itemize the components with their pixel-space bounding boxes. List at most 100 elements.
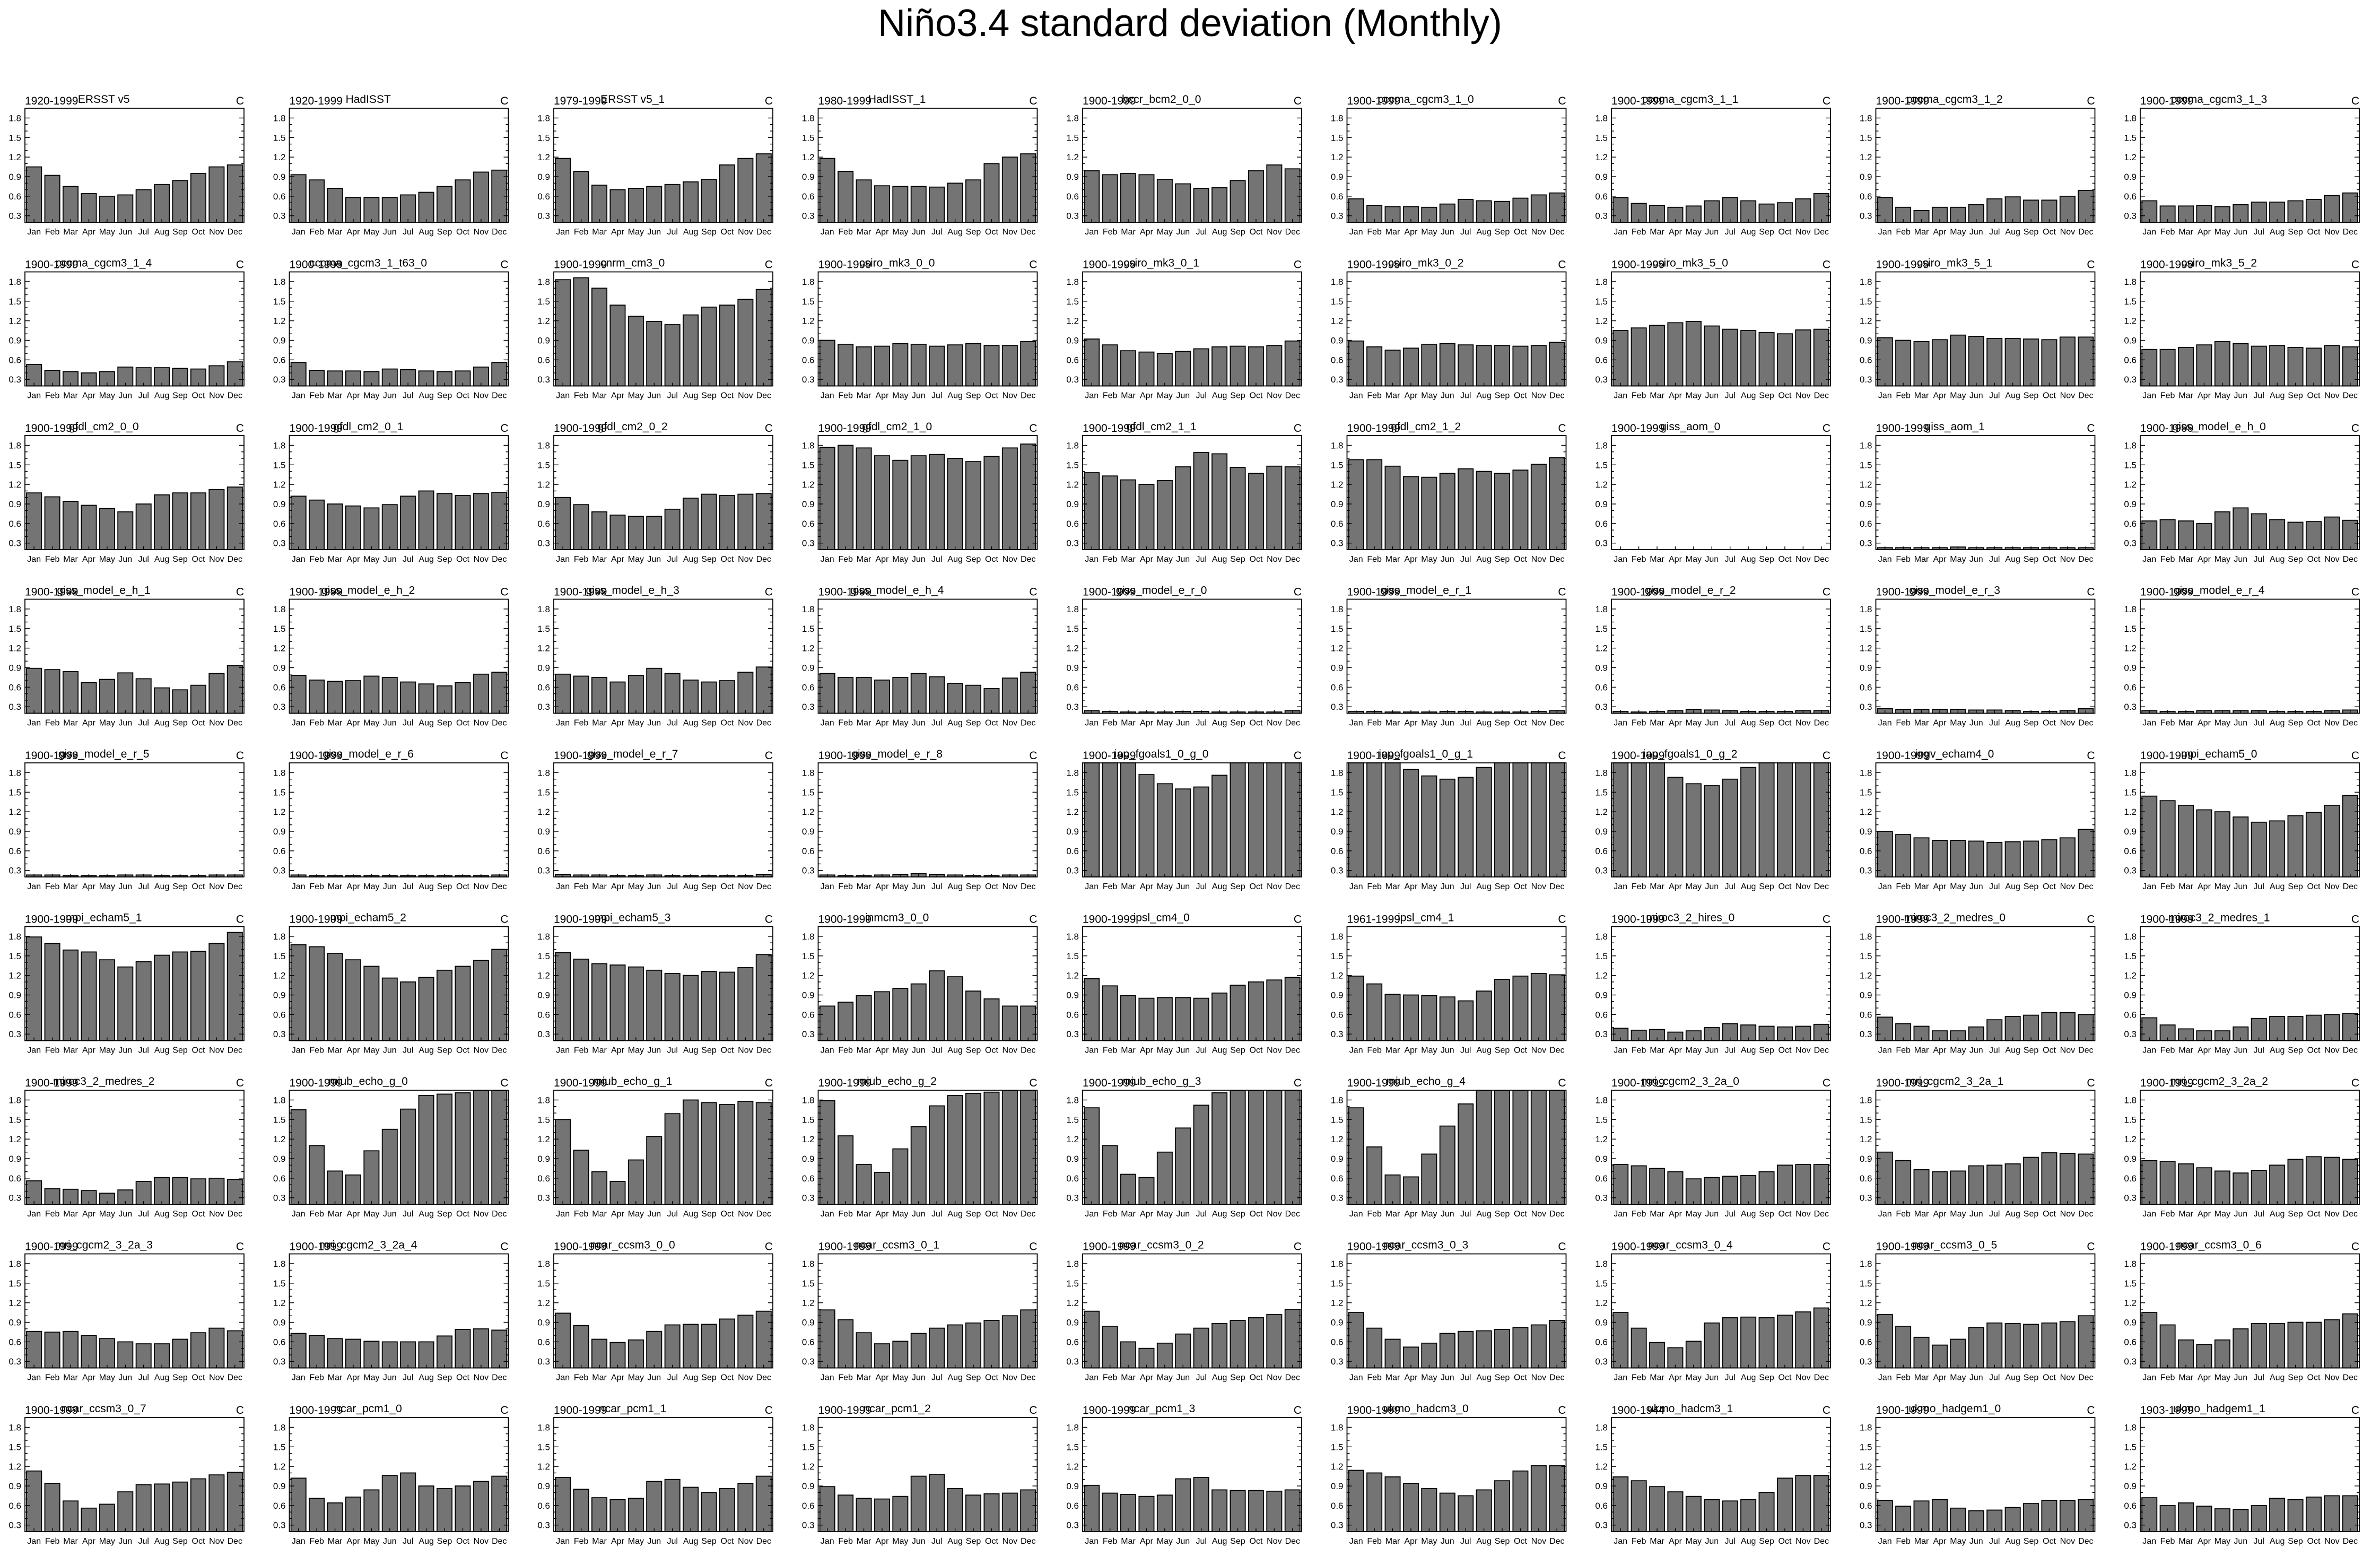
x-tick-label: Nov (474, 882, 489, 891)
y-tick-label: 0.3 (1860, 538, 1872, 549)
panel-units: C (2351, 586, 2359, 598)
bar (965, 461, 982, 550)
y-tick-label: 0.6 (802, 355, 815, 365)
x-tick-label: Jul (2253, 719, 2264, 728)
bar (1020, 153, 1036, 223)
bar (701, 681, 717, 714)
x-tick-label: Jan (2142, 1210, 2156, 1219)
x-tick-label: Jul (138, 1046, 149, 1055)
panel-period: 1900-1999 (1083, 1077, 1136, 1089)
y-tick-label: 0.6 (273, 355, 286, 365)
panel-units: C (1823, 914, 1830, 926)
y-tick-label: 1.8 (1595, 277, 1608, 287)
x-tick-label: Oct (1514, 1046, 1527, 1055)
y-tick-label: 1.2 (2124, 644, 2137, 654)
bar (190, 492, 206, 550)
y-tick-label: 0.6 (1860, 682, 1872, 692)
panel-title: giss_model_e_h_2 (321, 585, 415, 597)
bar (1476, 1090, 1492, 1205)
y-tick-label: 0.6 (8, 1173, 21, 1184)
x-tick-label: Oct (985, 228, 998, 237)
x-tick-label: Feb (2160, 555, 2175, 564)
x-tick-label: Dec (1021, 1046, 1035, 1055)
bar (1156, 480, 1173, 550)
y-tick-label: 0.9 (1860, 172, 1872, 182)
y-tick-label: 0.9 (8, 827, 21, 837)
x-tick-label: Jul (138, 719, 149, 728)
x-tick-label: Nov (1795, 392, 1810, 401)
x-tick-label: Oct (721, 1046, 734, 1055)
bar (1476, 345, 1492, 387)
y-tick-label: 1.2 (1066, 644, 1079, 654)
y-tick-label: 1.2 (1595, 152, 1608, 162)
y-tick-label: 1.2 (8, 316, 21, 326)
bar (1530, 464, 1547, 550)
x-tick-label: Jan (1614, 1210, 1627, 1219)
bar (609, 514, 626, 550)
x-tick-label: Mar (328, 1210, 343, 1219)
x-tick-label: Nov (1531, 719, 1546, 728)
y-tick-label: 0.3 (8, 1029, 21, 1039)
x-tick-label: Jun (383, 882, 397, 891)
bar (1348, 762, 1364, 877)
y-tick-label: 0.3 (1595, 866, 1608, 876)
bar (1084, 978, 1100, 1041)
x-tick-label: Jan (292, 1210, 306, 1219)
y-tick-label: 0.3 (802, 702, 815, 712)
y-tick-label: 0.3 (802, 1029, 815, 1039)
bar (345, 1174, 361, 1205)
bar (26, 1180, 42, 1205)
y-tick-label: 0.6 (1066, 1173, 1079, 1184)
y-tick-label: 0.9 (2124, 663, 2137, 673)
bar (1740, 330, 1757, 387)
bar (1913, 837, 1930, 877)
bar (290, 174, 307, 223)
x-tick-label: Aug (2270, 1210, 2285, 1219)
plot-frame (1082, 1090, 1302, 1205)
panel-units: C (2087, 422, 2095, 434)
x-tick-label: Jan (1878, 1210, 1892, 1219)
x-tick-label: Oct (192, 392, 205, 401)
x-tick-label: Jun (1441, 1046, 1454, 1055)
x-tick-label: Feb (1632, 882, 1646, 891)
panel-units: C (2351, 914, 2359, 926)
bar (1476, 767, 1492, 877)
x-tick-label: Mar (857, 392, 871, 401)
panel-title: miub_echo_g_3 (1122, 1075, 1201, 1088)
x-tick-label: Jan (292, 1046, 306, 1055)
bar (2233, 1172, 2249, 1205)
bar (1138, 174, 1155, 223)
bar (2342, 1013, 2358, 1041)
y-tick-label: 1.8 (1066, 440, 1079, 450)
x-tick-label: Aug (683, 1210, 698, 1219)
x-tick-label: Mar (1121, 719, 1136, 728)
bar (892, 988, 909, 1041)
x-tick-label: Nov (209, 882, 224, 891)
y-tick-label: 0.9 (1066, 663, 1079, 673)
x-tick-label: Feb (574, 555, 589, 564)
bar (929, 186, 945, 223)
x-tick-label: Jan (1614, 392, 1627, 401)
plot-frame (289, 435, 509, 550)
x-tick-label: Feb (309, 555, 324, 564)
x-tick-label: Jan (1349, 719, 1363, 728)
x-tick-label: May (892, 228, 908, 237)
bar (418, 977, 434, 1041)
x-tick-label: Mar (328, 392, 343, 401)
y-tick-label: 0.9 (802, 990, 815, 1001)
x-tick-label: Feb (309, 882, 324, 891)
y-tick-label: 0.3 (1331, 866, 1344, 876)
y-tick-label: 1.2 (1595, 644, 1608, 654)
x-tick-label: Sep (2288, 719, 2303, 728)
x-tick-label: Dec (228, 719, 242, 728)
x-tick-label: Aug (154, 1046, 169, 1055)
bar (947, 344, 963, 387)
bar (363, 197, 380, 223)
bar (2342, 346, 2358, 387)
bar (99, 195, 115, 223)
x-tick-label: Dec (756, 719, 771, 728)
panel-title: ERSST v5_1 (600, 93, 665, 106)
